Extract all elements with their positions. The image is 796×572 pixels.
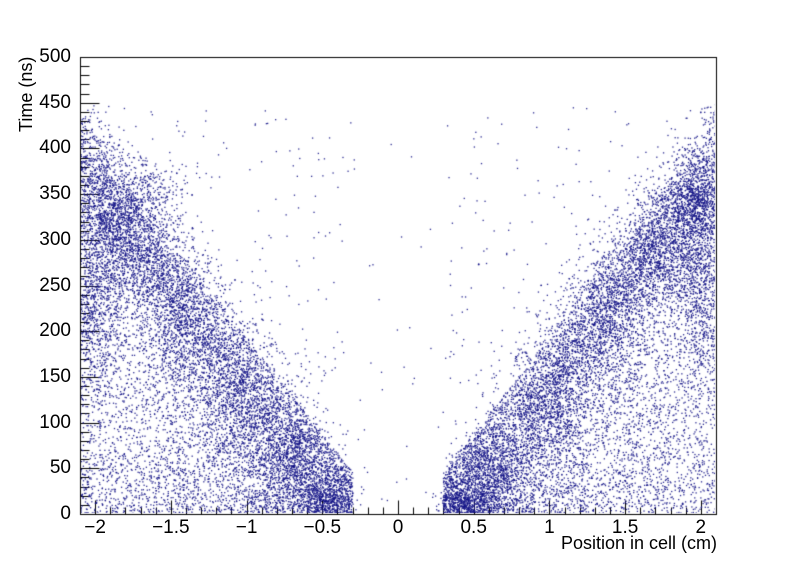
y-tick-label: 350 (39, 183, 71, 205)
x-tick-label: −2 (84, 517, 106, 538)
x-tick-label: −1 (235, 517, 258, 538)
x-tick-label: 0 (392, 517, 404, 538)
y-tick-label: 100 (39, 411, 71, 433)
y-tick-label: 0 (60, 503, 71, 524)
y-tick-label: 300 (39, 228, 71, 250)
x-tick-label: 1.5 (611, 517, 639, 538)
y-tick-label: 150 (39, 365, 71, 387)
y-tick-label: 400 (39, 137, 71, 159)
y-tick-label: 200 (39, 320, 71, 342)
x-tick-label: 1 (544, 517, 555, 538)
x-tick-label: 2 (695, 517, 707, 538)
x-tick-label: −1.5 (152, 517, 190, 538)
y-tick-label: 500 (39, 46, 71, 67)
x-axis-title: Position in cell (cm) (560, 533, 717, 553)
x-tick-label: 0.5 (460, 517, 487, 538)
y-tick-label: 450 (39, 91, 71, 113)
y-tick-label: 250 (39, 274, 71, 296)
x-tick-label: −0.5 (303, 517, 342, 538)
y-tick-label: 50 (49, 457, 71, 479)
